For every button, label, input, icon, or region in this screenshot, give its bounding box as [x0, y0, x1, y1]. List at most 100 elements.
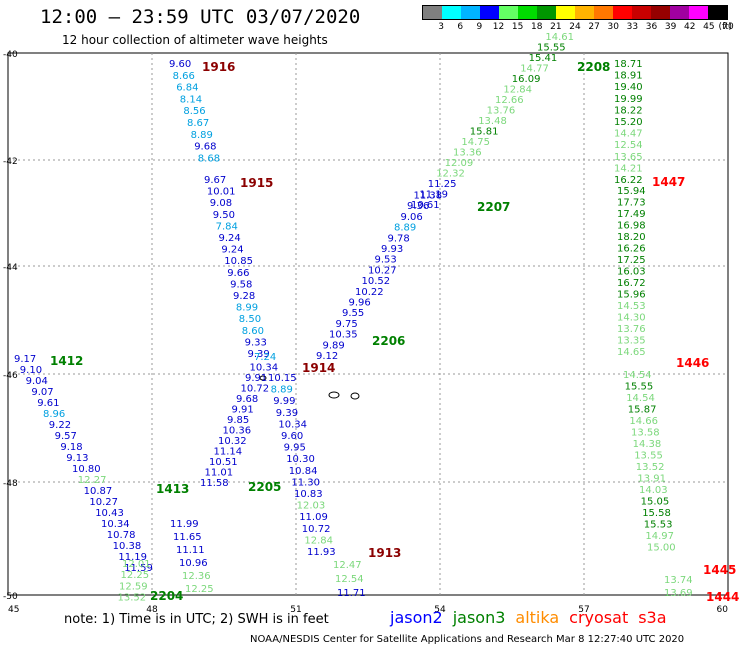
- island-outline: [350, 392, 360, 400]
- wave-height-value: 9.91: [232, 405, 254, 416]
- wave-height-value: 9.58: [230, 279, 252, 290]
- wave-height-value: 18.22: [614, 105, 643, 116]
- satellite-name-jason3: jason3: [452, 608, 506, 627]
- wave-height-value: 15.55: [537, 43, 566, 54]
- wave-height-value: 8.56: [183, 106, 205, 117]
- wave-height-value: 9.57: [55, 431, 77, 442]
- wave-height-value: 13.65: [614, 152, 643, 163]
- wave-height-value: 11.38: [414, 191, 443, 202]
- legend-swatch: [651, 6, 670, 19]
- wave-height-value: 9.33: [245, 337, 267, 348]
- wave-height-value: 13.55: [634, 451, 663, 462]
- wave-height-value: 11.25: [428, 179, 457, 190]
- wave-height-value: 11.19: [118, 552, 147, 563]
- wave-height-value: 7.24: [254, 352, 276, 363]
- wave-height-value: 15.87: [628, 405, 657, 416]
- wave-height-value: 9.28: [233, 291, 255, 302]
- wave-height-value: 14.21: [614, 163, 643, 174]
- wave-height-value: 16.26: [617, 244, 646, 255]
- wave-height-value: 12.32: [436, 169, 465, 180]
- wave-height-value: 10.38: [113, 541, 142, 552]
- legend-tick-label: 18: [531, 22, 543, 32]
- track-time-label: 1447: [652, 175, 685, 189]
- wave-height-value: 17.73: [617, 198, 646, 209]
- footer-credit: NOAA/NESDIS Center for Satellite Applica…: [250, 634, 685, 645]
- wave-height-value: 11.65: [173, 532, 202, 543]
- units-note: note: 1) Time is in UTC; 2) SWH is in fe…: [64, 612, 329, 627]
- wave-height-value: 10.52: [362, 276, 391, 287]
- wave-height-value: 15.55: [625, 382, 654, 393]
- legend-swatch: [575, 6, 594, 19]
- wave-height-value: 11.93: [307, 547, 336, 558]
- wave-height-value: 9.39: [248, 349, 270, 360]
- wave-height-value: 18.20: [617, 232, 646, 243]
- map-title: 12:00 – 23:59 UTC 03/07/2020: [40, 6, 361, 28]
- wave-height-value: 9.68: [194, 142, 216, 153]
- longitude-label: 57: [578, 605, 589, 615]
- wave-height-value: 13.48: [478, 116, 507, 127]
- wave-height-value: 11.30: [291, 477, 320, 488]
- wave-height-value: 11.09: [299, 512, 328, 523]
- legend-tick-label: 15: [511, 22, 524, 32]
- longitude-label: 45: [8, 605, 19, 615]
- map-subtitle: 12 hour collection of altimeter wave hei…: [62, 33, 328, 47]
- legend-tick-label: 70: [722, 22, 734, 32]
- longitude-label: 51: [290, 605, 301, 615]
- wave-height-value: 16.22: [614, 175, 643, 186]
- longitude-label: 48: [146, 605, 158, 615]
- wave-height-value: 15.53: [644, 520, 673, 531]
- wave-height-value: 9.10: [20, 365, 42, 376]
- wave-height-value: 12.54: [614, 140, 643, 151]
- wave-height-value: 9.17: [14, 354, 36, 365]
- color-legend: 3 6 9 12 15 18 21 24 27 30 33 36 39 42 45 70 (ft): [422, 5, 734, 34]
- wave-height-value: 11.14: [214, 447, 243, 458]
- wave-height-value: 13.76: [487, 106, 516, 117]
- wave-height-value: 15.05: [641, 497, 670, 508]
- wave-height-value: 12.84: [304, 535, 333, 546]
- track-time-label: 1913: [368, 546, 401, 560]
- legend-swatch: [689, 6, 708, 19]
- track-time-label: 2207: [477, 200, 510, 214]
- wave-height-value: 12.27: [78, 475, 107, 486]
- wave-height-value: 9.96: [349, 298, 371, 309]
- wave-height-value: 18.71: [614, 59, 643, 70]
- legend-swatch: [442, 6, 461, 19]
- latitude-label: -46: [3, 371, 18, 381]
- wave-height-value: 14.66: [629, 416, 658, 427]
- wave-height-value: 9.93: [381, 244, 403, 255]
- wave-height-value: 10.32: [218, 436, 247, 447]
- legend-swatch: [480, 6, 499, 19]
- wave-height-value: 10.34: [250, 363, 279, 374]
- wave-height-value: 14.97: [645, 531, 674, 542]
- track-time-label: 1916: [202, 60, 235, 74]
- wave-height-value: 12.47: [333, 560, 362, 571]
- wave-height-value: 9.39: [276, 408, 298, 419]
- legend-swatch: [594, 6, 613, 19]
- wave-height-value: 14.03: [639, 485, 668, 496]
- legend-tick-label: 24: [569, 22, 581, 32]
- wave-height-value: 8.50: [239, 314, 261, 325]
- wave-height-value: 9.78: [388, 233, 410, 244]
- wave-height-value: 11.01: [205, 468, 234, 479]
- wave-height-value: 17.25: [617, 255, 646, 266]
- track-time-label: 1446: [676, 356, 709, 370]
- satellite-name-cryosat: cryosat: [569, 608, 629, 627]
- track-time-label: 1444: [706, 590, 739, 604]
- wave-height-value: 12.66: [495, 95, 524, 106]
- wave-height-value: 9.66: [227, 268, 249, 279]
- wave-height-value: 13.69: [664, 588, 693, 599]
- wave-height-value: 10.30: [286, 454, 315, 465]
- legend-swatch: [670, 6, 689, 19]
- wave-height-value: 10.72: [302, 524, 331, 535]
- longitude-label: 60: [717, 605, 729, 615]
- legend-labels: 3 6 9 12 15 18 21 24 27 30 33 36 39 42 45 70 (ft): [422, 20, 733, 34]
- wave-height-value: 10.35: [329, 330, 358, 341]
- legend-tick-label: 6: [457, 22, 464, 32]
- legend-swatch: [708, 6, 727, 19]
- legend-swatch: [556, 6, 575, 19]
- wave-height-value: 10.01: [207, 187, 236, 198]
- wave-height-value: 9.89: [323, 340, 345, 351]
- wave-height-value: 13.35: [617, 336, 646, 347]
- wave-height-value: 11.58: [200, 478, 229, 489]
- wave-height-value: 12.25: [121, 570, 150, 581]
